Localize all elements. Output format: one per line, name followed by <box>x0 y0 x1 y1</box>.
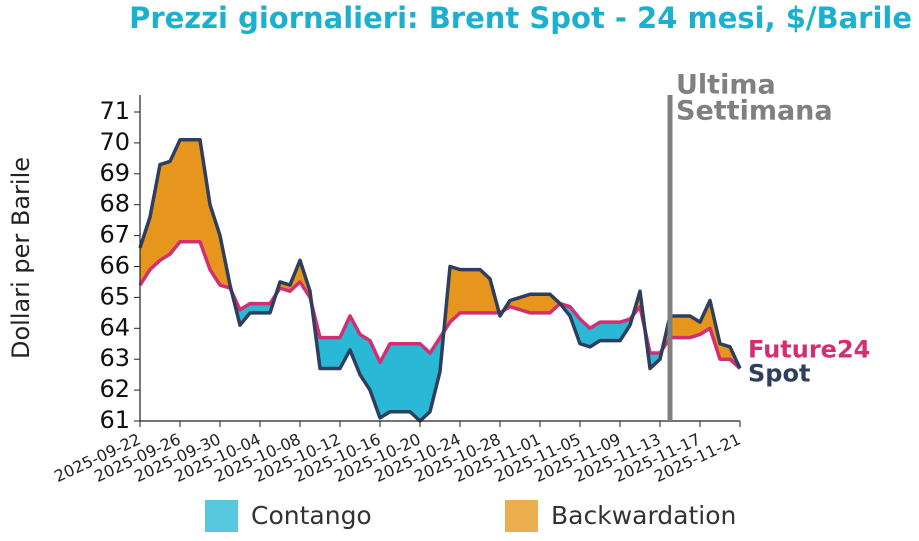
y-tick-label: 62 <box>99 375 130 403</box>
spread-area <box>260 303 270 313</box>
spread-area <box>390 343 400 412</box>
spread-area <box>180 139 190 242</box>
spread-area <box>680 315 690 338</box>
legend-swatch <box>205 500 238 532</box>
y-axis-label: Dollari per Barile <box>7 157 35 359</box>
series-end-label: Future24 <box>748 335 870 363</box>
spread-area <box>430 337 440 412</box>
spread-area <box>470 269 480 313</box>
spread-area <box>400 343 410 412</box>
spread-area <box>210 204 220 286</box>
spread-area <box>520 294 530 313</box>
spread-area <box>160 161 170 261</box>
spread-area <box>450 266 460 323</box>
annotation-label: Ultima <box>676 70 776 101</box>
spread-area <box>340 315 350 369</box>
spread-area <box>610 322 620 341</box>
y-tick-label: 61 <box>99 406 130 434</box>
legend-label: Backwardation <box>551 501 736 530</box>
spread-area <box>200 139 210 270</box>
spread-area <box>480 269 490 313</box>
spread-area <box>250 303 260 313</box>
annotation-label: Settimana <box>676 96 833 127</box>
y-tick-label: 65 <box>99 282 130 310</box>
series-end-label: Spot <box>748 359 810 387</box>
chart-title: Prezzi giornalieri: Brent Spot - 24 mesi… <box>129 1 912 35</box>
y-tick-label: 66 <box>99 251 130 279</box>
spread-area <box>420 343 430 421</box>
spread-area <box>140 217 150 286</box>
y-tick-label: 68 <box>99 190 130 218</box>
legend-swatch <box>505 500 538 532</box>
spread-area <box>530 294 540 313</box>
series-line <box>138 240 742 370</box>
spread-area <box>600 322 610 341</box>
y-tick-label: 67 <box>99 221 130 249</box>
y-tick-label: 69 <box>99 159 130 187</box>
spread-area <box>170 139 180 255</box>
spread-area <box>330 337 340 369</box>
spread-area <box>190 139 200 242</box>
spread-area <box>460 269 470 313</box>
spread-area <box>320 337 330 369</box>
spread-area <box>540 294 550 313</box>
spread-area <box>410 343 420 421</box>
spread-area <box>150 164 160 270</box>
spread-area <box>380 343 390 418</box>
y-tick-label: 70 <box>99 128 130 156</box>
series-line <box>138 138 742 423</box>
y-tick-label: 63 <box>99 344 130 372</box>
y-tick-label: 64 <box>99 313 130 341</box>
y-tick-label: 71 <box>99 97 130 125</box>
legend-label: Contango <box>251 501 372 530</box>
